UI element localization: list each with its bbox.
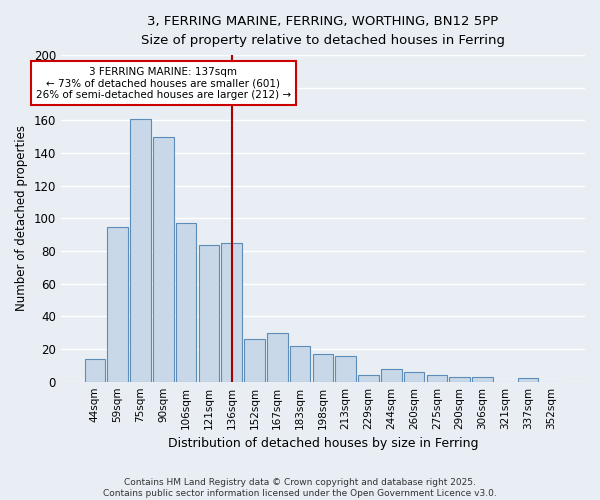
Bar <box>244 339 265 382</box>
Title: 3, FERRING MARINE, FERRING, WORTHING, BN12 5PP
Size of property relative to deta: 3, FERRING MARINE, FERRING, WORTHING, BN… <box>141 15 505 47</box>
Bar <box>335 356 356 382</box>
Bar <box>449 377 470 382</box>
Bar <box>404 372 424 382</box>
Text: 3 FERRING MARINE: 137sqm
← 73% of detached houses are smaller (601)
26% of semi-: 3 FERRING MARINE: 137sqm ← 73% of detach… <box>36 66 291 100</box>
X-axis label: Distribution of detached houses by size in Ferring: Distribution of detached houses by size … <box>167 437 478 450</box>
Bar <box>221 243 242 382</box>
Bar <box>290 346 310 382</box>
Bar <box>381 368 401 382</box>
Bar <box>313 354 333 382</box>
Bar <box>472 377 493 382</box>
Text: Contains HM Land Registry data © Crown copyright and database right 2025.
Contai: Contains HM Land Registry data © Crown c… <box>103 478 497 498</box>
Bar <box>427 375 447 382</box>
Bar <box>107 226 128 382</box>
Bar <box>130 119 151 382</box>
Y-axis label: Number of detached properties: Number of detached properties <box>15 126 28 312</box>
Bar <box>153 137 173 382</box>
Bar <box>358 375 379 382</box>
Bar <box>85 359 105 382</box>
Bar <box>518 378 538 382</box>
Bar <box>176 224 196 382</box>
Bar <box>267 332 287 382</box>
Bar <box>199 244 219 382</box>
